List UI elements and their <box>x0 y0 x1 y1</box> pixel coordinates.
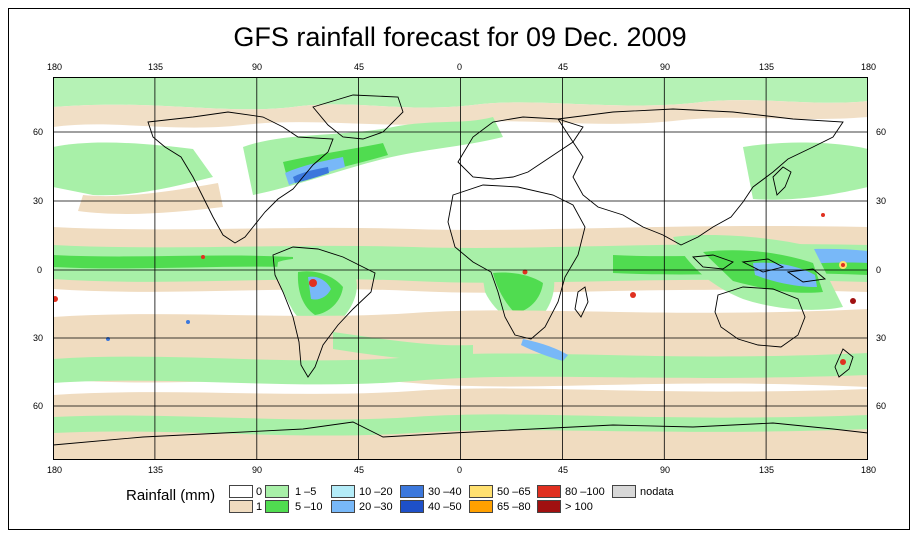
heavy-rain-spot <box>840 359 846 365</box>
lon-tick-top: 45 <box>558 62 569 72</box>
lat-tick-right: 0 <box>876 265 882 275</box>
legend-label: 0 <box>256 486 263 498</box>
south-america-coast <box>272 246 376 378</box>
precip-zone <box>743 142 868 200</box>
legend-label: 5 –10 <box>295 501 323 513</box>
heavy-rain-spot <box>186 320 190 324</box>
heavy-rain-spot <box>522 269 528 275</box>
lon-tick-top: 135 <box>759 62 775 72</box>
lat-tick-right: 30 <box>876 196 887 206</box>
europe-coast <box>457 116 584 180</box>
precip-zone <box>293 167 329 183</box>
legend-swatch <box>400 485 424 498</box>
legend-swatch <box>400 500 424 513</box>
legend-label: 1 <box>256 501 263 513</box>
antarctica-coast <box>53 421 868 446</box>
lon-tick-bottom: 90 <box>660 465 671 475</box>
lon-tick-bottom: 0 <box>457 465 463 475</box>
africa-coast <box>447 184 586 340</box>
legend-label: 80 –100 <box>565 486 605 498</box>
legend-title: Rainfall (mm) <box>126 487 216 504</box>
legend-label: 40 –50 <box>428 501 462 513</box>
map-border <box>53 77 868 460</box>
north-america-coast <box>147 111 334 244</box>
lon-tick-bottom: 180 <box>861 465 877 475</box>
map-canvas <box>53 77 868 460</box>
lon-tick-top: 135 <box>148 62 164 72</box>
lon-tick-bottom: 90 <box>252 465 263 475</box>
legend-swatch <box>265 500 289 513</box>
legend-swatch <box>229 485 253 498</box>
map-title: GFS rainfall forecast for 09 Dec. 2009 <box>233 22 687 52</box>
heavy-rain-spot <box>309 279 317 287</box>
lat-tick-right: 30 <box>876 333 887 343</box>
precip-zone <box>53 255 293 269</box>
lon-tick-top: 180 <box>861 62 877 72</box>
lat-tick-left: 0 <box>37 265 43 275</box>
lon-tick-top: 45 <box>354 62 365 72</box>
legend-swatch <box>469 485 493 498</box>
precip-zone <box>521 339 568 361</box>
lon-tick-bottom: 180 <box>47 465 63 475</box>
legend-swatch <box>265 485 289 498</box>
australia-coast <box>714 286 806 348</box>
asia-coast <box>557 108 844 246</box>
lon-tick-top: 90 <box>252 62 263 72</box>
legend-swatch <box>537 485 561 498</box>
legend-label: > 100 <box>565 501 593 513</box>
lat-tick-left: 60 <box>33 127 44 137</box>
legend-swatch <box>469 500 493 513</box>
legend-label: 50 –65 <box>497 486 531 498</box>
precip-zone <box>78 183 223 214</box>
legend-label: 20 –30 <box>359 501 393 513</box>
japan-coast <box>772 166 792 196</box>
legend-label: nodata <box>640 486 674 498</box>
legend-label: 1 –5 <box>295 486 317 498</box>
lat-tick-left: 30 <box>33 196 44 206</box>
new-zealand-coast <box>834 348 854 378</box>
legend-label: 10 –20 <box>359 486 393 498</box>
lon-tick-bottom: 45 <box>354 465 365 475</box>
rainfall-map <box>53 77 868 460</box>
legend-swatch <box>537 500 561 513</box>
legend-swatch <box>331 500 355 513</box>
graticule <box>53 77 868 460</box>
legend-swatch <box>612 485 636 498</box>
precip-zone <box>53 142 213 196</box>
lon-tick-bottom: 135 <box>759 465 775 475</box>
heavy-rain-spot <box>841 263 845 267</box>
lon-tick-top: 0 <box>457 62 463 72</box>
precip-zone <box>333 332 473 361</box>
heavy-rain-spot <box>850 298 856 304</box>
lon-tick-bottom: 45 <box>558 465 569 475</box>
heavy-rain-spot <box>821 213 825 217</box>
legend-swatch <box>229 500 253 513</box>
madagascar-coast <box>574 286 589 318</box>
heavy-rain-spot <box>630 292 636 298</box>
lat-tick-right: 60 <box>876 401 887 411</box>
lon-tick-bottom: 135 <box>148 465 164 475</box>
legend-label: 30 –40 <box>428 486 462 498</box>
lat-tick-right: 60 <box>876 127 887 137</box>
legend-label: 65 –80 <box>497 501 531 513</box>
lat-tick-left: 60 <box>33 401 44 411</box>
legend-swatch <box>331 485 355 498</box>
lat-tick-left: 30 <box>33 333 44 343</box>
heavy-rain-spot <box>53 296 58 302</box>
lon-tick-top: 90 <box>660 62 671 72</box>
precip-zone <box>493 272 543 313</box>
lon-tick-top: 180 <box>47 62 63 72</box>
heavy-rain-spot <box>201 255 205 259</box>
